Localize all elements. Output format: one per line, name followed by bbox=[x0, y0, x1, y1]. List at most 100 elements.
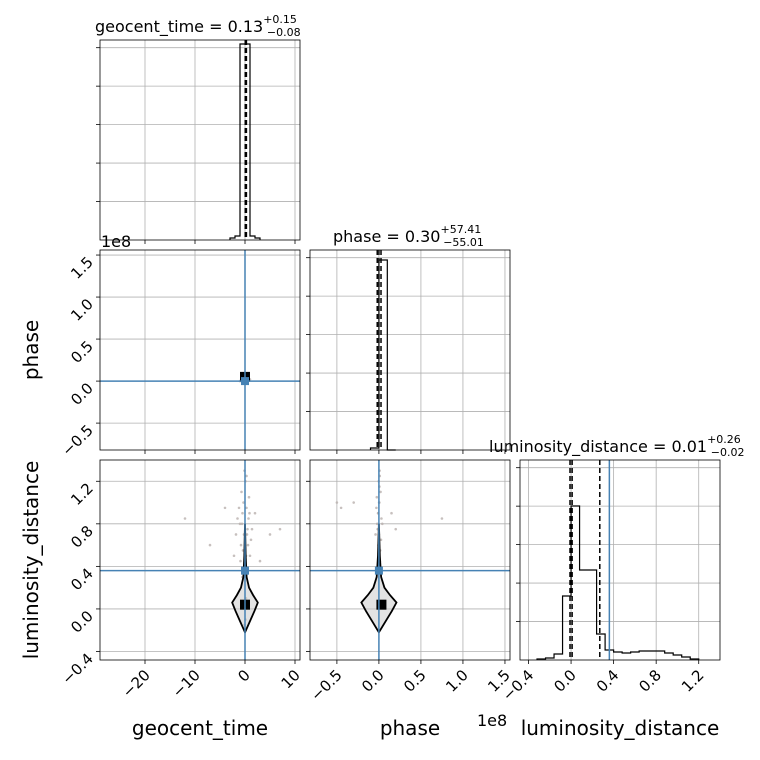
tick-label-x: 1.0 bbox=[442, 666, 472, 696]
scatter-point bbox=[248, 554, 252, 558]
tick-label-x: 0.5 bbox=[400, 666, 430, 696]
scatter-point bbox=[268, 533, 272, 536]
scatter-panel-luminosity_distance_vs_geocent_time bbox=[100, 460, 300, 660]
tick-label-x: 0.0 bbox=[550, 666, 580, 696]
scatter-point bbox=[250, 527, 254, 531]
scatter-point bbox=[390, 511, 393, 515]
hist-grid-luminosity_distance bbox=[516, 460, 720, 664]
panel-luminosity_distance_vs_phase-grid bbox=[306, 460, 510, 664]
offset-label-phase-y: 1e8 bbox=[101, 232, 131, 251]
scatter-point bbox=[234, 533, 238, 536]
hist-panel-luminosity_distance bbox=[516, 460, 720, 664]
hist-grid-geocent_time bbox=[96, 40, 300, 244]
scatter-point bbox=[379, 538, 383, 542]
tick-label-y: 0.0 bbox=[67, 379, 97, 409]
xlabel-geocent-time: geocent_time bbox=[132, 716, 268, 740]
scatter-point bbox=[253, 511, 257, 515]
panel-content bbox=[100, 250, 300, 450]
scatter-point bbox=[240, 490, 243, 494]
tick-label-x: 0.4 bbox=[593, 666, 623, 696]
title-phase: phase = 0.30+57.41 −55.01 bbox=[333, 223, 484, 249]
tick-label-y: −0.5 bbox=[58, 421, 96, 459]
tick-label-y: 0.0 bbox=[67, 607, 97, 637]
histogram-luminosity_distance bbox=[536, 505, 700, 660]
scatter-point bbox=[278, 527, 282, 531]
hist-luminosity_distance-frame bbox=[519, 459, 721, 661]
scatter-point bbox=[375, 495, 379, 499]
scatter-point bbox=[237, 506, 241, 510]
scatter-point bbox=[239, 559, 242, 563]
scatter-point bbox=[245, 506, 248, 510]
scatter-point bbox=[238, 522, 242, 526]
scatter-point bbox=[239, 543, 243, 547]
scatter-point bbox=[236, 517, 239, 520]
offset-label-phase-x: 1e8 bbox=[477, 711, 507, 730]
panel-content bbox=[310, 460, 510, 660]
scatter-point bbox=[375, 522, 379, 526]
tick-label-x: 0.0 bbox=[358, 666, 388, 696]
tick-label-y: −0.4 bbox=[58, 650, 96, 688]
truth-marker bbox=[241, 377, 249, 386]
scatter-point bbox=[246, 543, 250, 547]
scatter-panel-luminosity_distance_vs_phase bbox=[310, 460, 510, 660]
scatter-panel-phase_vs_geocent_time bbox=[100, 250, 300, 450]
xlabel-phase: phase bbox=[380, 716, 440, 740]
scatter-point bbox=[380, 517, 383, 520]
tick-label-x: 10 bbox=[278, 666, 304, 692]
panel-luminosity_distance_vs_phase-frame bbox=[309, 459, 511, 661]
hist-phase-frame bbox=[309, 249, 511, 451]
title-geocent-time: geocent_time = 0.13+0.15 −0.08 bbox=[95, 13, 301, 39]
histogram-phase bbox=[369, 259, 396, 451]
scatter-point bbox=[246, 527, 249, 531]
xlabel-luminosity-distance: luminosity_distance bbox=[521, 716, 720, 740]
tick-label-y: 0.5 bbox=[67, 337, 97, 367]
scatter-point bbox=[245, 533, 249, 536]
tick-label-x: 1.2 bbox=[678, 666, 708, 696]
scatter-point bbox=[249, 538, 253, 542]
tick-label-y: 1.5 bbox=[67, 253, 97, 283]
scatter-point bbox=[208, 543, 212, 547]
hist-geocent_time-frame bbox=[99, 39, 301, 241]
tick-label-y: 0.8 bbox=[67, 522, 97, 552]
scatter-point bbox=[241, 511, 244, 515]
tick-label-x: −20 bbox=[119, 666, 154, 701]
scatter-point bbox=[240, 522, 244, 526]
panel-luminosity_distance_vs_geocent_time-grid bbox=[96, 460, 300, 664]
scatter-point bbox=[440, 517, 444, 520]
hist-panel-geocent_time bbox=[96, 40, 300, 244]
panel-phase_vs_geocent_time-frame bbox=[99, 249, 301, 451]
scatter-point bbox=[375, 506, 378, 510]
scatter-point bbox=[380, 522, 384, 526]
panel-phase_vs_geocent_time-grid bbox=[96, 250, 300, 454]
title-luminosity-distance: luminosity_distance = 0.01+0.26 −0.02 bbox=[489, 433, 745, 459]
scatter-point bbox=[374, 533, 377, 536]
hist-grid-phase bbox=[306, 250, 510, 454]
ylabel-luminosity-distance: luminosity_distance bbox=[19, 461, 43, 660]
scatter-point bbox=[258, 559, 262, 563]
tick-label-x: 0.8 bbox=[635, 666, 665, 696]
scatter-point bbox=[232, 554, 236, 558]
tick-label-x: −0.5 bbox=[307, 666, 345, 704]
panel-luminosity_distance_vs_geocent_time-frame bbox=[99, 459, 301, 661]
density-peak bbox=[376, 599, 387, 610]
scatter-point bbox=[247, 517, 250, 520]
truth-marker bbox=[241, 566, 249, 575]
scatter-point bbox=[335, 501, 339, 504]
scatter-point bbox=[183, 517, 187, 520]
truth-marker bbox=[374, 566, 383, 575]
scatter-point bbox=[223, 506, 227, 510]
tick-label-y: 0.4 bbox=[67, 564, 97, 594]
scatter-point bbox=[245, 474, 248, 478]
tick-label-y: 1.0 bbox=[67, 295, 97, 325]
scatter-point bbox=[247, 495, 251, 499]
tick-label-x: −10 bbox=[169, 666, 204, 701]
scatter-point bbox=[248, 511, 251, 515]
scatter-point bbox=[352, 501, 355, 504]
scatter-point bbox=[379, 490, 382, 494]
scatter-point bbox=[394, 527, 398, 531]
panel-content bbox=[100, 460, 300, 660]
scatter-point bbox=[339, 506, 343, 510]
scatter-point bbox=[242, 501, 245, 504]
hist-panel-phase bbox=[306, 250, 510, 454]
